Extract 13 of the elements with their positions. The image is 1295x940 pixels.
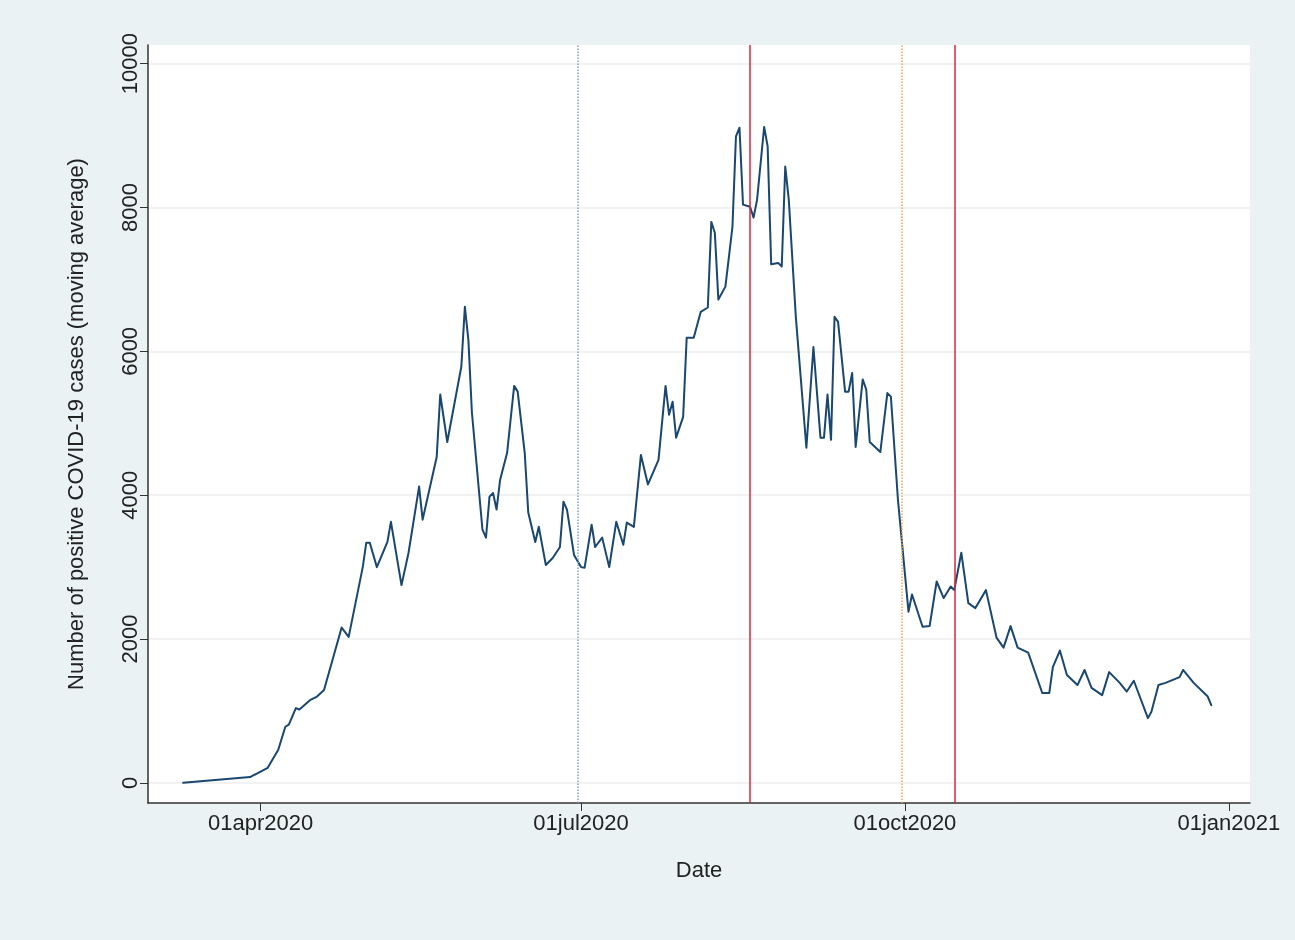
line-series xyxy=(182,125,1213,784)
y-tick-label: 10000 xyxy=(116,33,142,95)
x-tick-label: 01jan2021 xyxy=(1177,809,1281,835)
x-tick-label: 01apr2020 xyxy=(208,809,314,835)
y-tick-label: 2000 xyxy=(116,614,142,664)
y-tick-label: 0 xyxy=(116,776,142,789)
x-axis-title: Date xyxy=(675,856,723,882)
x-tick-label: 01jul2020 xyxy=(533,809,629,835)
y-tick-label: 4000 xyxy=(116,470,142,520)
y-axis-title: Number of positive COVID-19 cases (moving average) xyxy=(62,158,88,690)
x-tick-label: 01oct2020 xyxy=(853,809,957,835)
y-tick-label: 6000 xyxy=(116,326,142,376)
y-tick-label: 8000 xyxy=(116,183,142,233)
